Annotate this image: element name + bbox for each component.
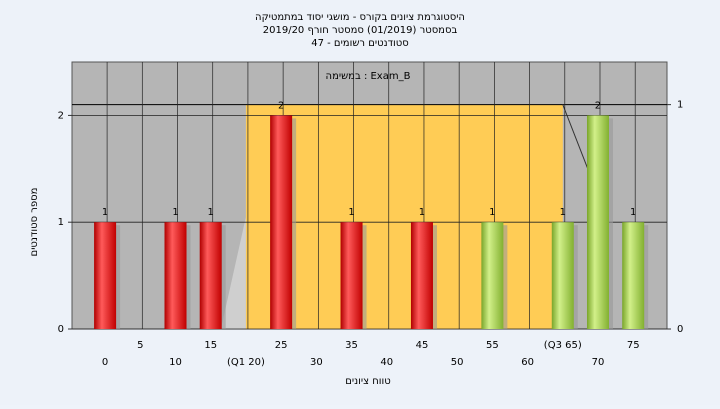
data-label: 1 [348, 207, 354, 218]
data-label: 1 [630, 207, 636, 218]
x-tick-label: 55 [486, 340, 499, 351]
x-tick-label: 60 [521, 357, 534, 368]
x-tick-label: 15 [204, 340, 217, 351]
x-tick-label: 40 [380, 357, 393, 368]
iqr-box [245, 104, 563, 329]
x-tick-label: 35 [345, 340, 358, 351]
x-tick-label: 25 [275, 340, 288, 351]
data-label: 1 [489, 207, 495, 218]
x-tick-label: 75 [627, 340, 640, 351]
bar [410, 222, 433, 329]
bar [340, 222, 363, 329]
x-tick-label: 45 [416, 340, 429, 351]
bar [270, 115, 293, 330]
x-tick-label: 10 [169, 357, 182, 368]
y-tick-label: 0 [58, 324, 64, 335]
y-tick-label: 1 [58, 217, 64, 228]
y2-tick-label: 0 [677, 324, 683, 335]
x-tick-label: 5 [137, 340, 143, 351]
x-tick-label: 30 [310, 357, 323, 368]
x-tick-label: (Q1 20) [227, 357, 265, 368]
y-axis-label: מספר סטודנטים [29, 188, 40, 257]
data-label: 2 [278, 100, 284, 111]
chart-subtitle: בסמסטר (01/2019) סמסטר חורף 2019/20 [263, 25, 458, 36]
x-tick-label: 70 [592, 357, 605, 368]
bar [622, 222, 645, 329]
annotation: במשימה : Exam_B [326, 71, 411, 82]
x-axis-label: טווח ציונים [345, 376, 390, 387]
y2-tick-label: 1 [677, 100, 683, 111]
data-label: 2 [595, 100, 601, 111]
data-label: 1 [419, 207, 425, 218]
y-tick-label: 2 [58, 110, 64, 121]
x-tick-label: (Q3 65) [544, 340, 582, 351]
chart-title: היסטוגרמת ציונים בקורס - מושגי יסוד במתמ… [255, 12, 465, 23]
chart-subtitle: סטודנטים רשומים - 47 [311, 38, 409, 49]
data-label: 1 [208, 207, 214, 218]
bar [586, 115, 609, 330]
data-label: 1 [102, 207, 108, 218]
bar [164, 222, 187, 329]
bar [481, 222, 504, 329]
data-label: 1 [172, 207, 178, 218]
x-tick-label: 50 [451, 357, 464, 368]
bar [551, 222, 574, 329]
data-label: 1 [560, 207, 566, 218]
bar [199, 222, 222, 329]
x-tick-label: 0 [102, 357, 108, 368]
bar [94, 222, 117, 329]
